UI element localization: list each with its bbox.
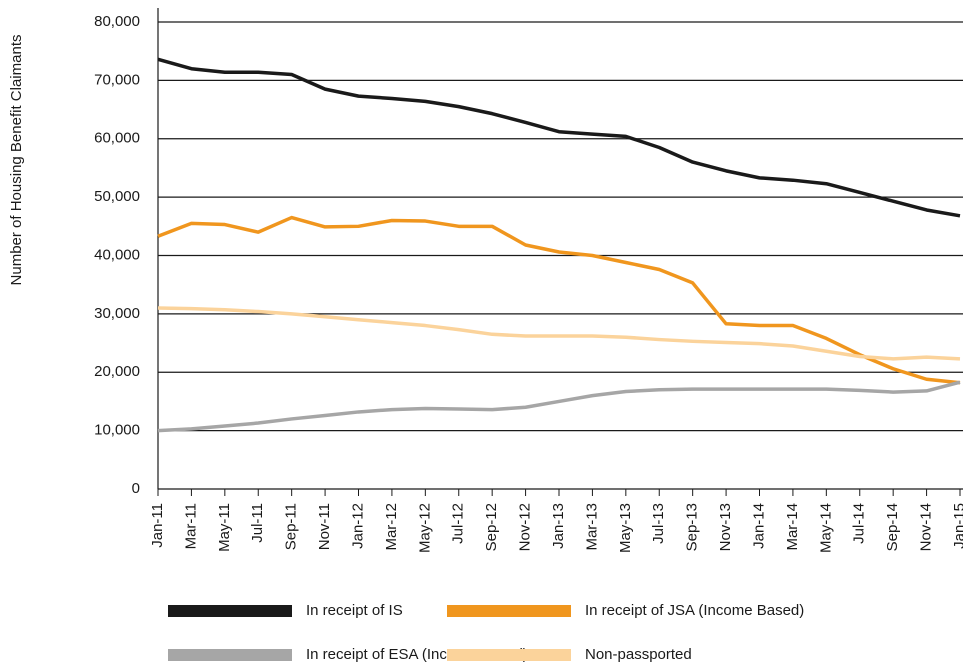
x-tick-label: Nov-14	[918, 503, 935, 551]
x-tick-label: Mar-12	[383, 503, 400, 551]
y-tick-label: 60,000	[94, 130, 140, 147]
legend-swatch	[168, 605, 292, 617]
x-tick-label: May-12	[416, 503, 433, 553]
series-line	[157, 380, 961, 433]
y-tick-label: 20,000	[94, 363, 140, 380]
x-tick-label: Mar-13	[583, 503, 600, 551]
x-tick-label: Mar-14	[784, 503, 801, 551]
x-tick-label: May-14	[817, 503, 834, 553]
x-tick-label: Jul-14	[851, 503, 868, 544]
x-tick-label: Jul-12	[450, 503, 467, 544]
series-line	[157, 57, 961, 218]
legend-label: Non-passported	[585, 646, 692, 663]
y-tick-label: 40,000	[94, 246, 140, 263]
legend-swatch	[447, 649, 571, 661]
x-tick-label: May-11	[216, 503, 233, 552]
x-tick-label: Jan-14	[750, 503, 767, 549]
legend-label: In receipt of JSA (Income Based)	[585, 602, 804, 619]
x-tick-label: Jul-11	[249, 503, 266, 543]
legend-swatch	[447, 605, 571, 617]
x-tick-label: Nov-11	[316, 503, 333, 550]
y-tick-label: 30,000	[94, 305, 140, 322]
y-tick-label: 10,000	[94, 422, 140, 439]
x-tick-label: Jan-11	[149, 503, 166, 548]
y-tick-label: 50,000	[94, 188, 140, 205]
x-tick-label: Sep-14	[884, 503, 901, 551]
x-tick-label: Jul-13	[650, 503, 667, 544]
y-tick-label: 70,000	[94, 71, 140, 88]
x-tick-label: Nov-12	[517, 503, 534, 551]
x-tick-label: Sep-12	[483, 503, 500, 551]
y-tick-label: 0	[132, 480, 140, 497]
x-tick-label: Nov-13	[717, 503, 734, 551]
y-axis-label: Number of Housing Benefit Claimants	[8, 35, 25, 286]
y-tick-label: 80,000	[94, 13, 140, 30]
x-tick-label: May-13	[617, 503, 634, 553]
legend-label: In receipt of IS	[306, 602, 403, 619]
series-line	[157, 306, 961, 361]
series-line	[157, 215, 961, 385]
x-tick-label: Sep-11	[283, 503, 300, 550]
legend-swatch	[168, 649, 292, 661]
x-tick-label: Sep-13	[684, 503, 701, 551]
x-tick-label: Jan-15	[951, 503, 963, 549]
x-tick-label: Jan-12	[349, 503, 366, 549]
x-tick-label: Jan-13	[550, 503, 567, 549]
x-tick-label: Mar-11	[182, 503, 199, 549]
